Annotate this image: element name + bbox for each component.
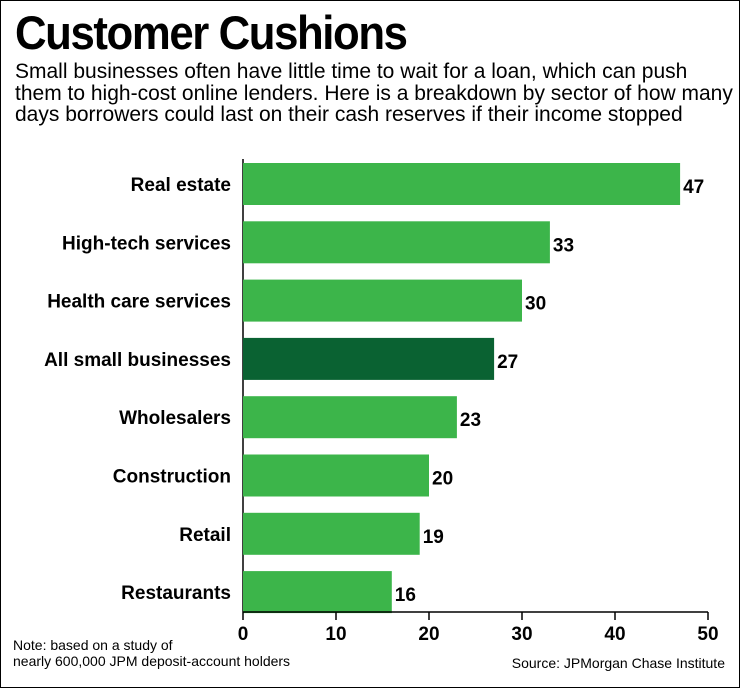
value-label: 30 (525, 294, 546, 315)
footnote-line-1: Note: based on a study of (13, 637, 173, 653)
value-label: 27 (497, 352, 518, 373)
category-label: Retail (179, 525, 231, 546)
chart-title: Customer Cushions (15, 6, 408, 59)
category-label: Restaurants (121, 583, 231, 604)
bar-wholesalers (243, 396, 457, 439)
bar-health-care-services (243, 279, 522, 322)
source-credit: Source: JPMorgan Chase Institute (511, 655, 725, 671)
value-label: 23 (460, 410, 481, 431)
category-label: Health care services (47, 292, 231, 313)
bar-all-small-businesses (243, 337, 495, 380)
category-label: High-tech services (62, 233, 231, 254)
chart-subtitle: Small businesses often have little time … (15, 60, 733, 126)
x-tick-label: 20 (418, 624, 439, 645)
value-label: 33 (553, 235, 574, 256)
value-label: 47 (683, 177, 704, 198)
bar-high-tech-services (243, 221, 550, 264)
x-tick-label: 50 (697, 624, 718, 645)
category-label: All small businesses (44, 350, 231, 371)
category-label: Wholesalers (119, 408, 231, 429)
bar-restaurants (243, 571, 392, 614)
footnote: Note: based on a study of nearly 600,000… (13, 637, 353, 669)
category-label: Construction (113, 467, 231, 488)
x-tick-label: 30 (511, 624, 532, 645)
value-label: 16 (395, 585, 416, 606)
x-tick-label: 10 (325, 624, 346, 645)
value-label: 20 (432, 469, 453, 490)
category-label: Real estate (131, 175, 231, 196)
x-tick-label: 0 (238, 624, 249, 645)
footnote-line-2: nearly 600,000 JPM deposit-account holde… (13, 653, 291, 669)
bar-real-estate (243, 163, 681, 205)
bar-retail (243, 512, 420, 555)
bar-construction (243, 454, 429, 497)
x-tick-label: 40 (604, 624, 625, 645)
value-label: 19 (423, 527, 444, 548)
